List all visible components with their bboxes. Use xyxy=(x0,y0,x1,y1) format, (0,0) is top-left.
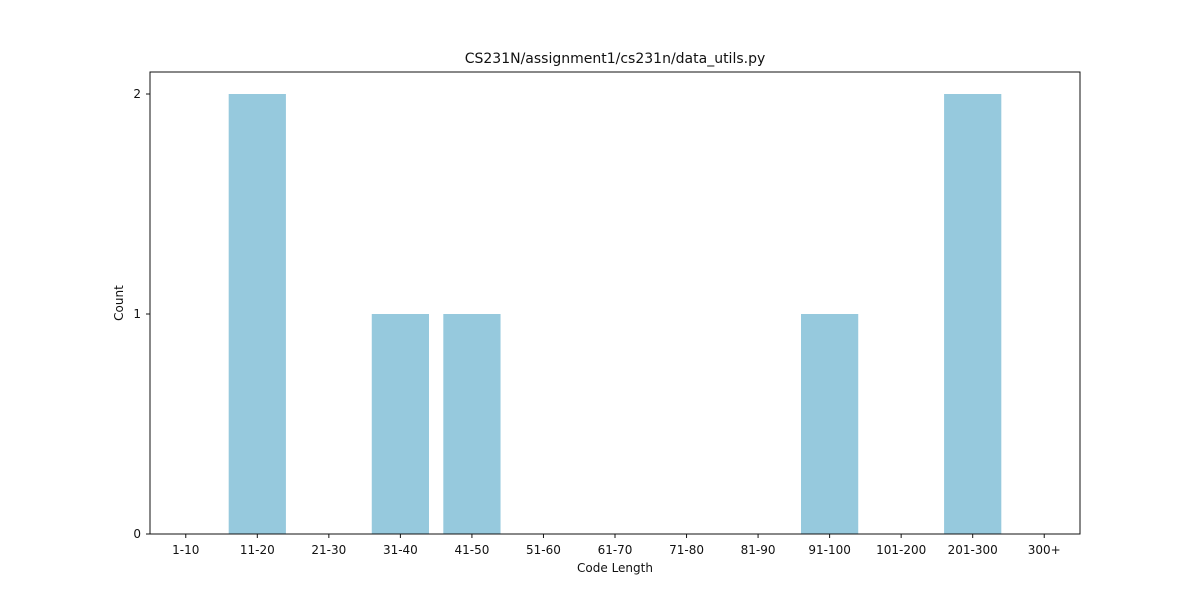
plot-frame xyxy=(149,71,1081,535)
bar-41-50 xyxy=(443,314,501,534)
x-tick-label: 1-10 xyxy=(172,543,199,557)
bar-11-20 xyxy=(228,94,286,534)
x-tick-label: 300+ xyxy=(1028,543,1061,557)
x-tick-label: 101-200 xyxy=(876,543,926,557)
axes-layer: 1-10 11-20 21-30 31-40 41-50 51-60 61-70 71-80 8… xyxy=(133,87,1060,557)
x-tick-label: 51-60 xyxy=(526,543,561,557)
x-tick-label: 81-90 xyxy=(741,543,776,557)
bar-201-300 xyxy=(944,94,1002,534)
y-tick-label: 0 xyxy=(133,527,141,541)
y-axis-title: Count xyxy=(112,285,126,321)
bars-layer xyxy=(228,94,1002,534)
x-tick-label: 31-40 xyxy=(383,543,418,557)
x-tick-label: 11-20 xyxy=(240,543,275,557)
bar-31-40 xyxy=(371,314,429,534)
x-tick-label: 61-70 xyxy=(598,543,633,557)
y-tick-label: 1 xyxy=(133,307,141,321)
x-tick-label: 201-300 xyxy=(948,543,998,557)
x-tick-label: 41-50 xyxy=(454,543,489,557)
x-tick-label: 71-80 xyxy=(669,543,704,557)
bar-91-100 xyxy=(801,314,859,534)
y-tick-label: 2 xyxy=(133,87,141,101)
chart-title: CS231N/assignment1/cs231n/data_utils.py xyxy=(465,51,766,67)
x-tick-label: 91-100 xyxy=(808,543,851,557)
x-axis-title: Code Length xyxy=(577,561,653,575)
x-tick-label: 21-30 xyxy=(311,543,346,557)
